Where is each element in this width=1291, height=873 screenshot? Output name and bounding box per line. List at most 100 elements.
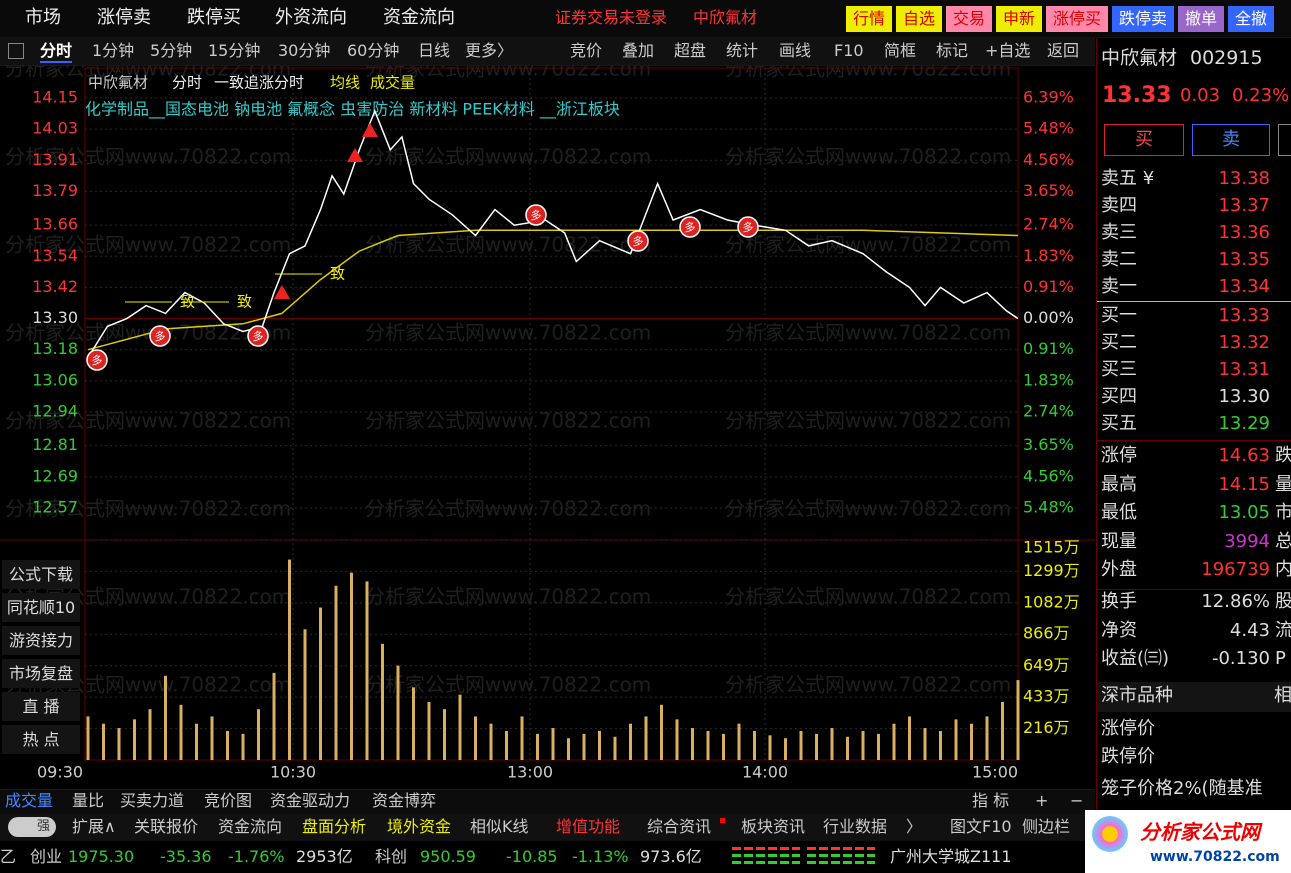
volume-bar <box>458 694 462 760</box>
login-notice: 证券交易未登录 <box>555 8 668 27</box>
func-button[interactable]: 扩展∧ <box>72 817 116 836</box>
bottom-tab[interactable]: 量比 <box>72 791 105 810</box>
toggle[interactable]: 强 <box>8 817 56 837</box>
pct-tick-label: 4.56% <box>1023 466 1074 485</box>
bottom-tab[interactable]: 竞价图 <box>204 791 253 810</box>
volume-bar <box>954 719 958 760</box>
bottom-tab[interactable]: 成交量 <box>5 791 54 810</box>
period-tab[interactable]: 60分钟 <box>347 41 400 60</box>
volume-bar <box>365 581 369 760</box>
volume-bar <box>133 719 136 760</box>
volume-bar <box>288 559 291 760</box>
buy-signal-text: 多 <box>253 329 264 343</box>
tool-button[interactable]: 叠加 <box>622 41 655 60</box>
volume-bar <box>303 629 307 760</box>
top-button[interactable]: 涨停买 <box>1046 6 1108 32</box>
volume-bar <box>753 730 756 760</box>
watermark: 分析家公式网www.70822.com <box>365 321 651 345</box>
tool-button[interactable]: 简框 <box>884 41 917 60</box>
volume-bar <box>923 728 927 760</box>
bottom-tool[interactable]: + <box>1035 791 1049 810</box>
side-button[interactable]: 直 播 <box>2 692 80 721</box>
side-button[interactable]: 同花顺10 <box>2 593 80 622</box>
price-tick-label: 13.79 <box>32 181 78 200</box>
period-tab[interactable]: 15分钟 <box>208 41 261 60</box>
period-tab[interactable]: 30分钟 <box>278 41 331 60</box>
func-button[interactable]: 盘面分析 <box>302 817 367 836</box>
tool-button[interactable]: +自选 <box>985 41 1031 60</box>
period-tab[interactable]: 5分钟 <box>150 41 193 60</box>
func-button[interactable]: 侧边栏 <box>1022 817 1071 836</box>
tool-button[interactable]: 标记 <box>936 41 969 60</box>
vol-tick-label: 1299万 <box>1023 561 1080 580</box>
tool-button[interactable]: 竞价 <box>570 41 603 60</box>
top-menu-item[interactable]: 市场 <box>25 7 61 28</box>
price-tick-label: 13.91 <box>32 150 78 169</box>
volume-bar <box>443 709 446 760</box>
volume-bar <box>536 733 539 760</box>
func-button[interactable]: 综合资讯 <box>647 817 712 836</box>
pct-tick-label: 1.83% <box>1023 370 1074 389</box>
func-button[interactable]: 相似K线 <box>470 817 529 836</box>
top-menu-item[interactable]: 涨停卖 <box>97 7 151 28</box>
buy-signal <box>86 349 108 371</box>
top-button[interactable]: 自选 <box>896 6 942 32</box>
side-button[interactable]: 公式下载 <box>2 560 80 589</box>
bottom-tab[interactable]: 资金博弈 <box>372 791 437 810</box>
func-button[interactable]: 行业数据 <box>823 817 888 836</box>
volume-bar <box>861 730 865 760</box>
top-button[interactable]: 全撤 <box>1228 6 1274 32</box>
top-button[interactable]: 撤单 <box>1178 6 1224 32</box>
func-button[interactable]: 增值功能 <box>556 817 621 836</box>
tool-button[interactable]: 返回 <box>1047 41 1080 60</box>
func-button[interactable]: 板块资讯 <box>741 817 806 836</box>
panel-icon <box>8 43 24 59</box>
tool-button[interactable]: 画线 <box>779 41 812 60</box>
top-menu-item[interactable]: 跌停买 <box>187 7 241 28</box>
func-button[interactable]: 图文F10 <box>950 817 1012 836</box>
volume-bar <box>660 704 663 760</box>
bottom-tab[interactable]: 资金驱动力 <box>270 791 351 810</box>
tool-button[interactable]: F10 <box>834 41 864 60</box>
book-label: 卖三 <box>1101 222 1137 243</box>
buy-button[interactable]: 买 <box>1104 124 1184 156</box>
top-menu-item[interactable]: 外资流向 <box>275 7 347 28</box>
vol-tick-label: 1082万 <box>1023 592 1080 611</box>
tool-button[interactable]: 超盘 <box>674 41 707 60</box>
top-button[interactable]: 交易 <box>946 6 992 32</box>
period-tab[interactable]: 分时 <box>40 43 73 63</box>
top-menu-item[interactable]: 资金流向 <box>383 7 455 28</box>
func-button[interactable]: 资金流向 <box>218 817 283 836</box>
top-button[interactable]: 申新 <box>996 6 1042 32</box>
volume-bar <box>582 733 586 760</box>
func-button[interactable]: 境外资金 <box>387 817 452 836</box>
volume-bar <box>985 716 989 760</box>
tool-button[interactable]: 统计 <box>726 41 759 60</box>
side-button[interactable]: 游资接力 <box>2 626 80 655</box>
volume-bar <box>799 730 803 760</box>
side-button[interactable]: 热 点 <box>2 725 80 754</box>
side-button[interactable]: 市场复盘 <box>2 659 80 688</box>
sell-button[interactable]: 卖 <box>1192 124 1270 156</box>
stat-value: 4.43 <box>1229 619 1270 641</box>
volume-bar <box>427 701 431 760</box>
bottom-tab[interactable]: 买卖力道 <box>120 791 185 810</box>
top-button[interactable]: 行情 <box>846 6 892 32</box>
func-button[interactable]: 〉 <box>906 817 923 836</box>
time-label: 15:00 <box>972 763 1018 782</box>
stat-label: 最高 <box>1101 473 1137 495</box>
top-button[interactable]: 跌停卖 <box>1112 6 1174 32</box>
status-item: 973.6亿 <box>640 847 702 866</box>
bottom-tool[interactable]: − <box>1070 791 1084 810</box>
watermark: 分析家公式网www.70822.com <box>365 233 651 257</box>
period-tab[interactable]: 日线 <box>418 41 451 60</box>
bottom-tool[interactable]: 指 标 <box>972 791 1010 810</box>
price-tick-label: 12.69 <box>32 466 78 485</box>
period-tab[interactable]: 更多〉 <box>465 41 514 60</box>
period-tab[interactable]: 1分钟 <box>92 41 135 60</box>
stat-label: 净资 <box>1101 619 1137 641</box>
up-arrow <box>362 123 378 137</box>
status-item: -35.36 <box>160 847 212 866</box>
func-button[interactable]: 关联报价 <box>134 817 199 836</box>
watermark: 分析家公式网www.70822.com <box>725 145 1011 169</box>
